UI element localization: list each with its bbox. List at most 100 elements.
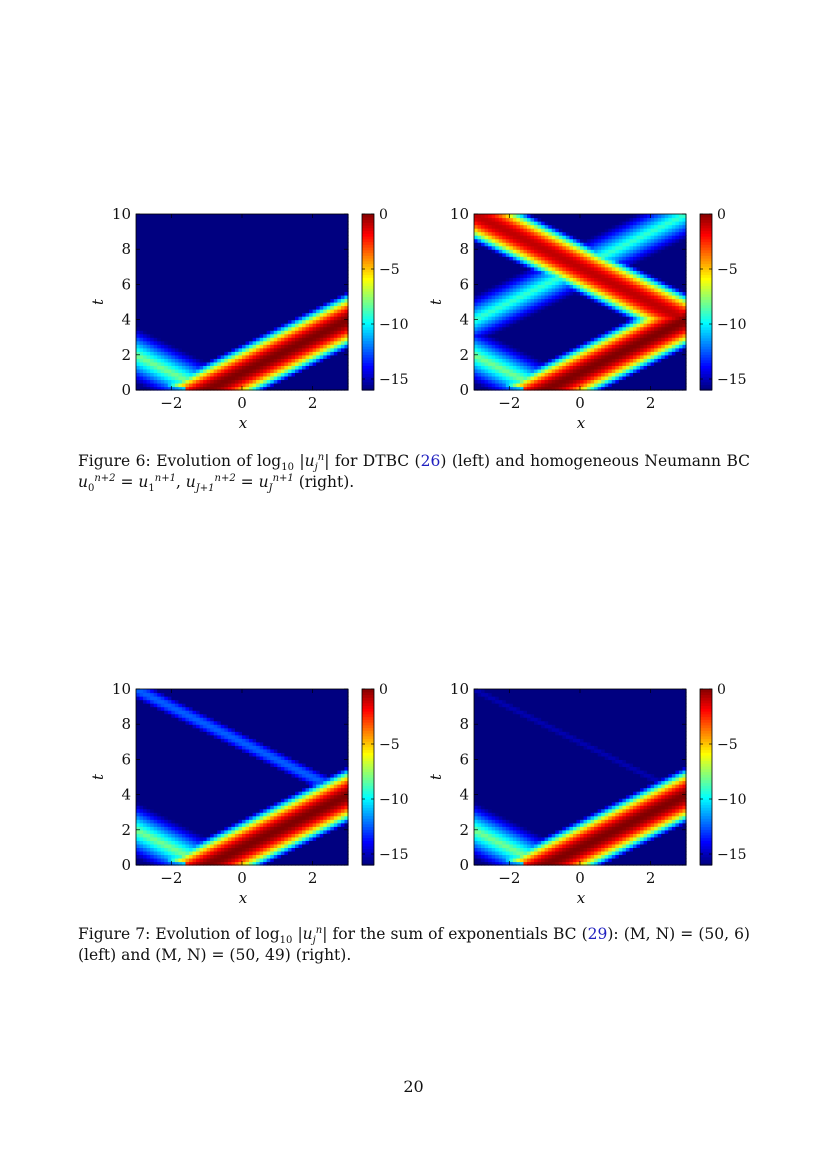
heatmap-cell [266, 330, 271, 335]
heatmap-cell [544, 224, 549, 229]
heatmap-cell [319, 217, 324, 222]
heatmap-cell [196, 312, 201, 317]
heatmap-cell [231, 358, 236, 363]
heatmap-cell [139, 333, 144, 338]
heatmap-cell [519, 235, 525, 240]
heatmap-cell [484, 217, 489, 222]
heatmap-cell [516, 319, 521, 324]
heatmap-cell [309, 294, 314, 300]
colorbar-swatch [362, 337, 374, 342]
heatmap-cell [541, 319, 546, 324]
heatmap-cell [284, 361, 289, 366]
heatmap-cell [146, 375, 151, 381]
heatmap-cell [551, 242, 556, 247]
heatmap-cell [305, 266, 310, 271]
heatmap-cell [544, 235, 549, 240]
heatmap-cell [484, 333, 489, 338]
heatmap-cell [136, 217, 141, 222]
heatmap-cell [551, 259, 556, 264]
heatmap-cell [167, 245, 172, 250]
y-tick-label: 10 [112, 205, 131, 223]
heatmap-cell [344, 302, 349, 307]
heatmap-cell [495, 224, 500, 229]
heatmap-cell [249, 368, 254, 373]
heatmap-cell [502, 347, 507, 352]
heatmap-cell [178, 291, 183, 296]
heatmap-cell [189, 298, 194, 303]
heatmap-cell [491, 263, 496, 268]
heatmap-cell [580, 372, 585, 377]
colorbar-swatch [362, 387, 374, 391]
heatmap-cell [185, 344, 190, 349]
heatmap-cell [502, 312, 507, 317]
heatmap-cell [516, 368, 521, 373]
heatmap-cell [238, 249, 243, 254]
colorbar-swatch [362, 293, 374, 298]
heatmap-cell [305, 228, 310, 233]
heatmap-cell [495, 235, 500, 240]
heatmap-cell [302, 252, 307, 257]
heatmap-cell [164, 309, 169, 314]
heatmap-cell [555, 319, 560, 324]
heatmap-cell [491, 340, 496, 345]
heatmap-cell [555, 235, 560, 240]
heatmap-cell [217, 263, 222, 268]
heatmap-cell [590, 302, 595, 307]
heatmap-cell [505, 333, 510, 338]
heatmap-cell [544, 256, 549, 261]
heatmap-cell [206, 214, 211, 219]
heatmap-cell [206, 361, 211, 366]
heatmap-cell [210, 386, 215, 391]
heatmap-cell [551, 375, 556, 381]
heatmap-cell [319, 305, 324, 310]
heatmap-cell [263, 263, 268, 268]
heatmap-cell [181, 287, 187, 293]
heatmap-cell [256, 273, 261, 278]
heatmap-cell [220, 270, 225, 275]
heatmap-cell [498, 259, 503, 264]
heatmap-cell [572, 277, 578, 282]
heatmap-cell [153, 245, 158, 250]
heatmap-cell [519, 217, 525, 222]
heatmap-cell [270, 351, 275, 356]
heatmap-cell [164, 368, 169, 373]
heatmap-cell [143, 277, 148, 282]
heatmap-cell [181, 242, 187, 247]
heatmap-cell [273, 347, 278, 352]
heatmap-cell [565, 347, 570, 352]
heatmap-cell [136, 238, 141, 243]
heatmap-cell [231, 284, 236, 289]
heatmap-cell [277, 333, 282, 338]
heatmap-cell [502, 344, 507, 349]
heatmap-cell [280, 263, 285, 268]
heatmap-cell [234, 382, 240, 388]
heatmap-cell [143, 354, 148, 359]
heatmap-cell [160, 228, 165, 233]
heatmap-cell [242, 259, 247, 264]
heatmap-cell [309, 382, 314, 388]
heatmap-cell [210, 319, 215, 324]
heatmap-cell [551, 287, 556, 293]
heatmap-cell [249, 354, 254, 359]
heatmap-cell [185, 221, 190, 226]
heatmap-cell [340, 312, 346, 317]
heatmap-cell [312, 375, 317, 381]
heatmap-cell [477, 358, 482, 363]
heatmap-cell [509, 361, 514, 366]
heatmap-cell [227, 337, 232, 342]
heatmap-cell [505, 238, 510, 243]
heatmap-cell [502, 221, 507, 226]
heatmap-cell [569, 302, 574, 307]
heatmap-cell [167, 312, 172, 317]
heatmap-cell [291, 287, 296, 293]
heatmap-cell [252, 256, 257, 261]
heatmap-cell [548, 344, 553, 349]
heatmap-cell [153, 228, 158, 233]
heatmap-cell [319, 287, 324, 293]
heatmap-cell [185, 214, 190, 219]
colorbar-swatch [362, 362, 374, 366]
heatmap-cell [157, 252, 162, 257]
heatmap-cell [509, 221, 514, 226]
heatmap-cell [153, 368, 158, 373]
heatmap-cell [139, 245, 144, 250]
